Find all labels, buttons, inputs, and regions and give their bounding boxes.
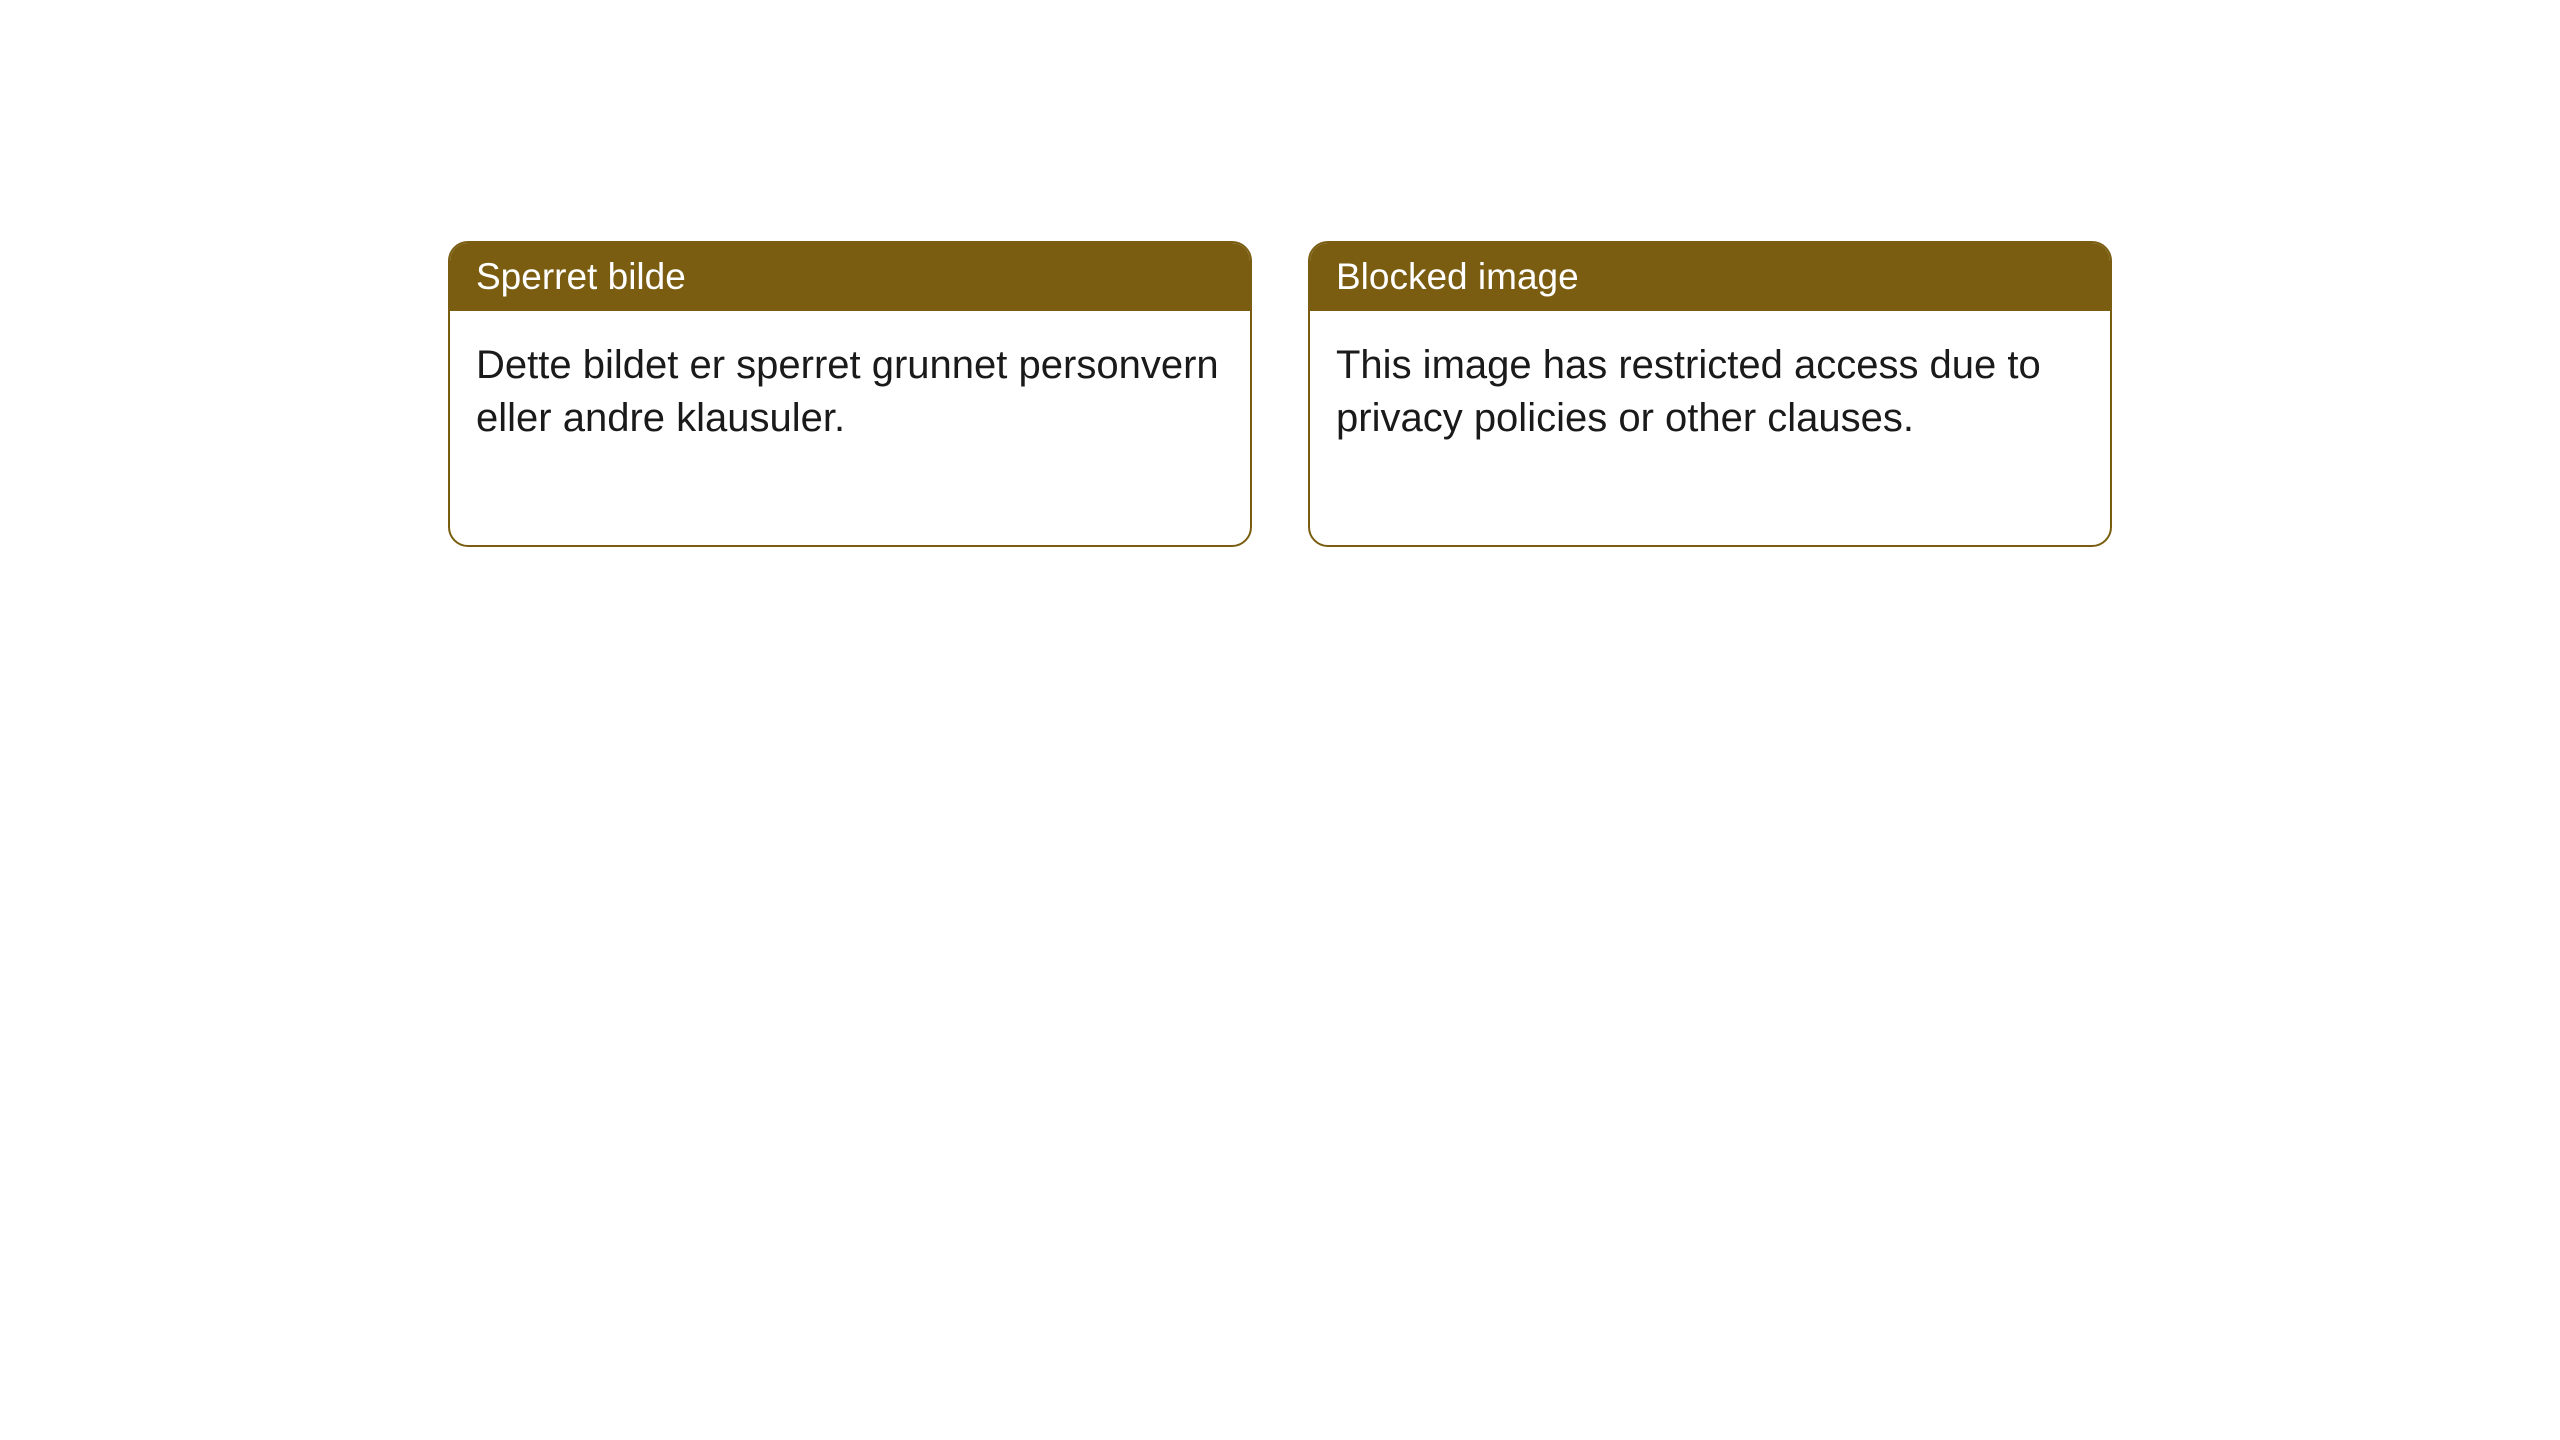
card-header-no: Sperret bilde	[450, 243, 1250, 311]
card-body-text: Dette bildet er sperret grunnet personve…	[476, 343, 1219, 440]
card-body-en: This image has restricted access due to …	[1310, 311, 2110, 545]
blocked-image-card-en: Blocked image This image has restricted …	[1308, 241, 2112, 547]
cards-container: Sperret bilde Dette bildet er sperret gr…	[448, 241, 2112, 547]
card-header-label: Sperret bilde	[476, 256, 686, 297]
card-body-text: This image has restricted access due to …	[1336, 343, 2041, 440]
card-header-en: Blocked image	[1310, 243, 2110, 311]
card-header-label: Blocked image	[1336, 256, 1579, 297]
card-body-no: Dette bildet er sperret grunnet personve…	[450, 311, 1250, 545]
blocked-image-card-no: Sperret bilde Dette bildet er sperret gr…	[448, 241, 1252, 547]
